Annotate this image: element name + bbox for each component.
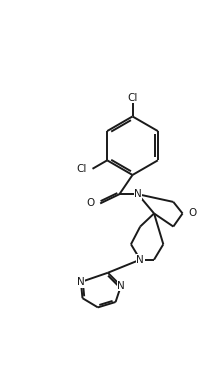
Text: Cl: Cl (76, 164, 86, 174)
Text: N: N (134, 189, 142, 199)
Text: O: O (86, 198, 95, 209)
Text: N: N (77, 277, 85, 287)
Text: O: O (188, 209, 196, 218)
Text: Cl: Cl (127, 93, 138, 103)
Text: N: N (117, 281, 125, 291)
Text: N: N (136, 255, 144, 264)
